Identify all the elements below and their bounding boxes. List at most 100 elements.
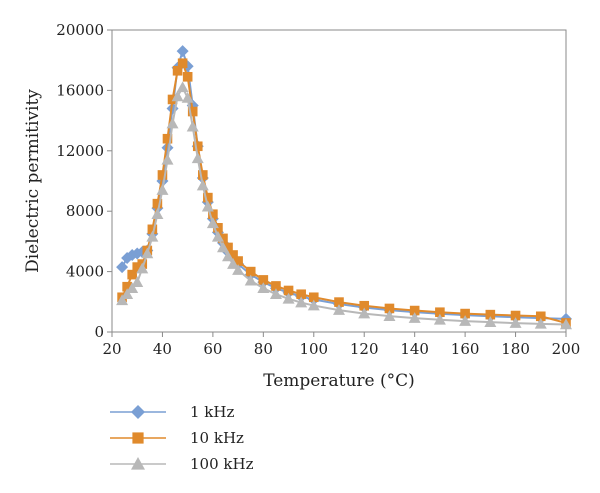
- data-point: [203, 192, 213, 203]
- legend-item: 1 kHz: [110, 403, 234, 421]
- x-tick-label: 180: [501, 340, 530, 358]
- series-line: [121, 47, 567, 320]
- x-tick-label: 200: [552, 340, 581, 358]
- data-point: [167, 94, 178, 105]
- y-tick-label: 4000: [66, 263, 104, 281]
- data-point: [282, 292, 295, 304]
- data-point: [172, 65, 183, 76]
- y-tick-label: 16000: [56, 81, 104, 99]
- data-point: [132, 262, 143, 272]
- data-point: [460, 308, 470, 319]
- data-point: [141, 247, 154, 259]
- x-tick-label: 60: [203, 340, 222, 358]
- data-point: [206, 217, 219, 229]
- data-point: [307, 299, 320, 311]
- data-point: [509, 317, 522, 328]
- data-point: [333, 304, 345, 315]
- data-point: [201, 200, 214, 212]
- data-point: [186, 120, 199, 132]
- x-tick-label: 20: [102, 340, 121, 358]
- data-point: [176, 81, 189, 93]
- data-point: [152, 198, 163, 209]
- data-point: [433, 313, 446, 325]
- data-point: [283, 285, 294, 296]
- data-point: [127, 269, 137, 280]
- x-tick-label: 120: [350, 340, 379, 358]
- x-tick-label: 100: [299, 340, 328, 358]
- data-point: [534, 317, 547, 329]
- data-point: [484, 316, 497, 327]
- legend-label: 100 kHz: [190, 455, 254, 473]
- x-axis-ticks: 20 40 60 80 100 120 140 160 180 200: [102, 332, 580, 358]
- plot-area: [111, 29, 567, 333]
- data-point: [166, 117, 179, 129]
- data-point: [211, 230, 224, 242]
- data-point: [216, 241, 229, 253]
- x-axis-title: Temperature (°C): [263, 371, 415, 391]
- data-point: [383, 310, 396, 321]
- data-point: [151, 208, 164, 220]
- y-tick-label: 12000: [56, 142, 104, 160]
- y-axis-title: Dielectric permitivity: [23, 89, 43, 273]
- legend: 1 kHz 10 kHz 100 kHz: [110, 403, 254, 473]
- data-point: [136, 262, 149, 274]
- legend-marker: [132, 432, 144, 444]
- data-point: [187, 106, 198, 117]
- data-point: [245, 266, 256, 277]
- data-point: [409, 305, 420, 316]
- data-point: [176, 45, 189, 58]
- data-point: [116, 261, 129, 274]
- data-point: [271, 281, 281, 291]
- y-axis-ticks: 0 4000 8000 12000 16000 20000: [56, 21, 112, 341]
- data-point: [126, 282, 139, 294]
- data-point: [358, 307, 371, 319]
- legend-marker: [131, 457, 145, 470]
- data-point: [192, 141, 203, 152]
- data-point: [223, 242, 233, 253]
- data-point: [196, 179, 209, 191]
- data-point: [198, 170, 208, 180]
- data-point: [222, 250, 235, 262]
- data-point: [162, 133, 173, 144]
- x-tick-label: 140: [400, 340, 429, 358]
- data-point: [485, 309, 496, 320]
- data-point: [228, 250, 238, 260]
- data-point: [244, 274, 257, 286]
- data-point: [121, 288, 134, 300]
- legend-label: 1 kHz: [190, 403, 234, 421]
- data-point: [295, 296, 308, 308]
- y-tick-label: 8000: [66, 202, 104, 220]
- data-point: [510, 310, 521, 321]
- data-point: [208, 209, 218, 220]
- y-tick-label: 0: [94, 323, 104, 341]
- data-point: [296, 289, 306, 300]
- x-tick-label: 40: [153, 340, 172, 358]
- data-point: [257, 282, 270, 294]
- series-line: [121, 85, 567, 326]
- data-point: [232, 264, 245, 275]
- legend-label: 10 kHz: [190, 429, 244, 447]
- x-tick-label: 160: [451, 340, 480, 358]
- data-point: [435, 307, 445, 318]
- data-point: [560, 318, 572, 330]
- plot-border: [111, 29, 567, 333]
- data-point: [121, 252, 134, 265]
- y-tick-label: 20000: [56, 21, 104, 39]
- data-point: [146, 230, 159, 242]
- data-point: [459, 315, 472, 326]
- data-point: [218, 233, 228, 244]
- data-point: [334, 297, 344, 307]
- data-point: [191, 152, 204, 164]
- data-point: [122, 281, 132, 292]
- data-series: [116, 45, 572, 330]
- data-point: [171, 90, 184, 102]
- data-point: [147, 224, 158, 235]
- data-point: [258, 275, 269, 285]
- data-point: [269, 288, 282, 300]
- series-100-khz: [116, 81, 572, 330]
- data-point: [233, 256, 243, 266]
- legend-marker: [131, 405, 145, 419]
- data-point: [161, 153, 174, 165]
- data-point: [156, 184, 169, 195]
